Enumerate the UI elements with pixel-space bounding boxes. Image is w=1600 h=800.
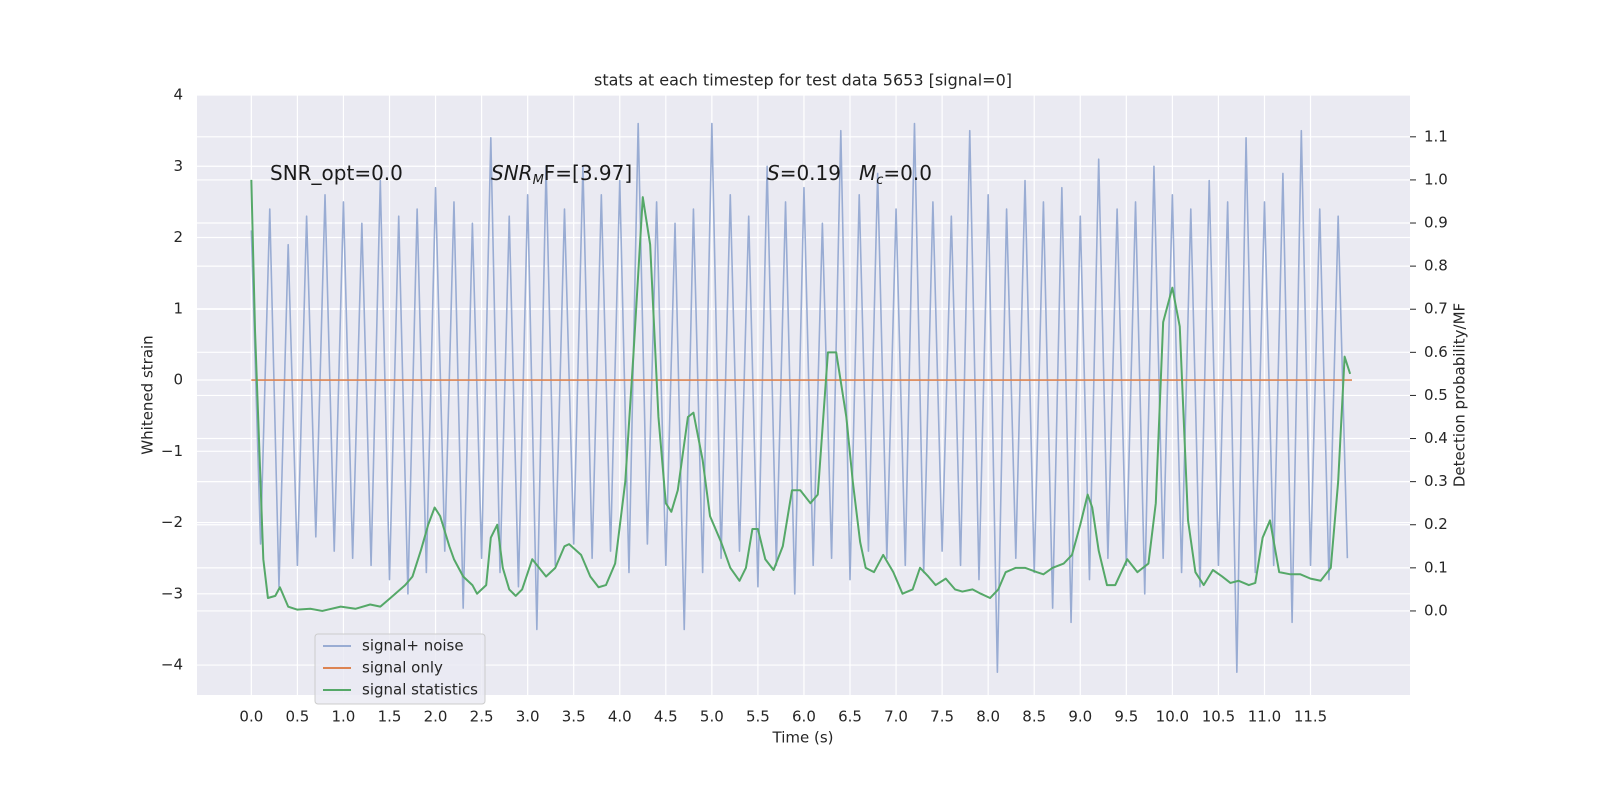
x-tick-label: 9.5 xyxy=(1114,708,1138,726)
x-tick-label: 1.5 xyxy=(378,708,402,726)
y-tick-label: −4 xyxy=(161,656,183,674)
y-tick-label: 4 xyxy=(173,86,183,104)
x-tick-label: 6.0 xyxy=(792,708,816,726)
x-tick-label: 3.0 xyxy=(516,708,540,726)
legend-label: signal statistics xyxy=(362,681,478,699)
annotation-rest: =0.0 xyxy=(883,161,932,185)
legend: signal+ noise signal only signal statistic… xyxy=(314,633,486,705)
y-tick-label: −2 xyxy=(161,513,183,531)
annotation-rest: F=[3.97] xyxy=(544,161,632,185)
annotation: SNR_opt=0.0 xyxy=(270,161,403,185)
y2-tick-label: 1.0 xyxy=(1424,170,1448,188)
x-tick-label: 5.0 xyxy=(700,708,724,726)
y2-tick-label: 0.5 xyxy=(1424,386,1448,404)
x-tick-label: 0.0 xyxy=(239,708,263,726)
x-tick-label: 11.0 xyxy=(1248,708,1281,726)
y2-tick-label: 0.6 xyxy=(1424,343,1448,361)
annotation: Mc=0.0 xyxy=(859,161,932,188)
chart-title: stats at each timestep for test data 565… xyxy=(594,71,1012,90)
x-tick-label: 4.5 xyxy=(654,708,678,726)
x-tick-label: 3.5 xyxy=(562,708,586,726)
annotation: S=0.19 xyxy=(767,161,841,185)
x-tick-label: 5.5 xyxy=(746,708,770,726)
y2-tick-label: 0.7 xyxy=(1424,300,1448,318)
x-tick-label: 7.0 xyxy=(884,708,908,726)
x-tick-label: 1.0 xyxy=(332,708,356,726)
x-tick-label: 2.0 xyxy=(424,708,448,726)
y2-tick-label: 1.1 xyxy=(1424,127,1448,145)
x-tick-label: 0.5 xyxy=(285,708,309,726)
x-tick-label: 11.5 xyxy=(1294,708,1327,726)
legend-label: signal+ noise xyxy=(362,637,464,655)
annotation-sub: c xyxy=(876,173,883,188)
y2-tick-label: 0.4 xyxy=(1424,429,1448,447)
y-tick-label: −1 xyxy=(161,442,183,460)
labels: 0.0 0.5 1.0 1.5 2.0 2.5 3.0 3.5 4.0 4.5 5.0 5.5 6.0 6… xyxy=(161,86,1448,726)
y-tick-label: −3 xyxy=(161,584,183,602)
x-tick-label: 6.5 xyxy=(838,708,862,726)
x-tick-label: 8.5 xyxy=(1022,708,1046,726)
annotation-main: SNR_opt=0.0 xyxy=(270,161,403,185)
annotation-sub: M xyxy=(533,173,544,188)
y2-tick-label: 0.1 xyxy=(1424,558,1448,576)
x-tick-label: 10.0 xyxy=(1156,708,1189,726)
y2-tick-label: 0.9 xyxy=(1424,214,1448,232)
y2-tick-label: 0.3 xyxy=(1424,472,1448,490)
annotation-main: SNR xyxy=(491,161,533,185)
x-tick-label: 2.5 xyxy=(470,708,494,726)
y2-tick-label: 0.2 xyxy=(1424,515,1448,533)
y-tick-label: 2 xyxy=(173,228,183,246)
annotation: SNRMF=[3.97] xyxy=(491,161,632,188)
x-tick-label: 4.0 xyxy=(608,708,632,726)
annotation-main: S xyxy=(767,161,780,185)
legend-label: signal only xyxy=(362,659,443,677)
x-tick-label: 7.5 xyxy=(930,708,954,726)
marks xyxy=(250,122,1352,673)
y2-tick-label: 0.8 xyxy=(1424,257,1448,275)
y-tick-label: 3 xyxy=(173,157,183,175)
x-tick-label: 9.0 xyxy=(1068,708,1092,726)
x-tick-label: 8.0 xyxy=(976,708,1000,726)
series-line xyxy=(250,179,1352,612)
x-axis-label: Time (s) xyxy=(772,729,834,747)
y2-tick-label: 0.0 xyxy=(1424,601,1448,619)
annotation-rest: =0.19 xyxy=(780,161,841,185)
x-tick-label: 10.5 xyxy=(1202,708,1235,726)
annotation-main: M xyxy=(859,161,876,185)
y-tick-label: 1 xyxy=(173,299,183,317)
y-axis-label: Whitened strain xyxy=(139,335,157,454)
series-line xyxy=(250,122,1349,673)
y-tick-label: 0 xyxy=(173,371,183,389)
y2-axis-label: Detection probability/MF xyxy=(1451,303,1469,487)
legend-box xyxy=(314,633,486,705)
